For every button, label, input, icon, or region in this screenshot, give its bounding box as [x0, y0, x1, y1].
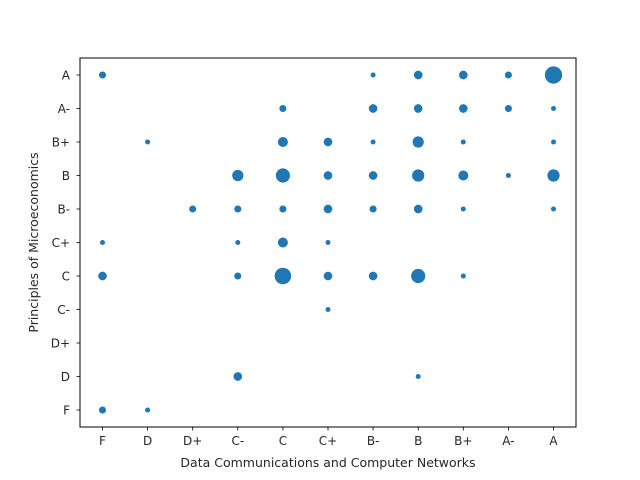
- y-tick-label: C+: [52, 236, 70, 250]
- y-tick-label: A: [62, 69, 71, 83]
- data-point: [98, 406, 107, 414]
- data-point: [100, 240, 105, 245]
- x-tick-label: B+: [454, 434, 472, 448]
- data-point: [551, 139, 556, 145]
- data-point: [458, 104, 468, 113]
- data-point: [279, 205, 287, 213]
- y-tick-label: B: [62, 169, 70, 183]
- data-point: [460, 139, 466, 145]
- data-point: [233, 372, 243, 381]
- data-point: [323, 271, 333, 281]
- data-point: [98, 271, 107, 281]
- data-point: [412, 136, 424, 148]
- x-tick-label: D+: [183, 434, 202, 448]
- data-point: [460, 206, 466, 212]
- data-point: [368, 271, 378, 281]
- data-point: [325, 307, 331, 312]
- data-point: [413, 70, 423, 80]
- data-point: [460, 273, 466, 279]
- data-point: [189, 205, 197, 213]
- points-layer: [98, 66, 563, 414]
- data-point: [279, 104, 287, 113]
- data-point: [458, 70, 468, 80]
- data-point: [145, 407, 151, 413]
- x-tick-label: F: [99, 434, 106, 448]
- data-point: [145, 139, 151, 145]
- data-point: [323, 204, 333, 214]
- y-axis: F D D+ C- C C+ B- B B+ A- A: [51, 69, 80, 418]
- x-axis-label: Data Communications and Computer Network…: [180, 455, 475, 470]
- data-point: [369, 205, 377, 213]
- data-point: [547, 169, 560, 182]
- y-tick-label: B+: [52, 136, 70, 150]
- data-point: [368, 171, 378, 180]
- data-point: [323, 137, 333, 147]
- data-point: [275, 168, 290, 183]
- x-tick-label: A: [549, 434, 558, 448]
- data-point: [98, 71, 107, 79]
- data-point: [370, 139, 376, 145]
- data-point: [504, 104, 512, 113]
- data-point: [412, 169, 425, 182]
- data-point: [504, 71, 512, 79]
- data-point: [370, 72, 376, 78]
- y-tick-label: B-: [57, 203, 70, 217]
- x-axis: F D D+ C- C C+ B- B B+ A- A: [99, 427, 558, 448]
- y-tick-label: D: [61, 370, 70, 384]
- data-point: [544, 66, 563, 84]
- y-tick-label: D+: [51, 337, 70, 351]
- data-point: [411, 268, 426, 284]
- y-tick-label: A-: [58, 102, 70, 116]
- data-point: [277, 137, 288, 147]
- data-point: [234, 205, 242, 213]
- data-point: [235, 240, 241, 245]
- data-point: [413, 104, 423, 113]
- x-tick-label: C+: [319, 434, 337, 448]
- data-point: [505, 173, 511, 178]
- y-tick-label: F: [63, 404, 70, 418]
- x-tick-label: B: [414, 434, 422, 448]
- data-point: [232, 169, 244, 182]
- x-tick-label: C-: [231, 434, 244, 448]
- data-point: [551, 206, 556, 212]
- data-point: [458, 170, 469, 181]
- data-point: [323, 171, 333, 180]
- data-point: [277, 237, 288, 248]
- y-tick-label: C: [62, 270, 70, 284]
- x-tick-label: A-: [502, 434, 514, 448]
- y-tick-label: C-: [57, 303, 70, 317]
- x-tick-label: D: [143, 434, 152, 448]
- x-tick-label: B-: [367, 434, 380, 448]
- data-point: [325, 240, 331, 245]
- data-point: [368, 104, 378, 113]
- data-point: [413, 204, 423, 214]
- x-tick-label: C: [279, 434, 287, 448]
- data-point: [234, 272, 242, 280]
- data-point: [415, 374, 421, 379]
- data-point: [274, 267, 292, 285]
- y-axis-label: Principles of Microeconomics: [26, 152, 41, 332]
- data-point: [551, 106, 556, 111]
